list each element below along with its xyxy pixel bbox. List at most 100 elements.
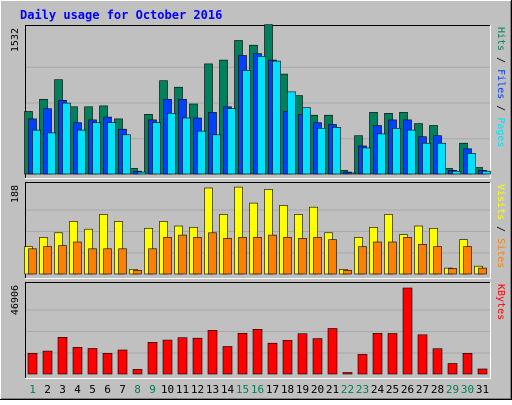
bar-pages-day-19 (302, 107, 311, 175)
bar-pages-day-14 (227, 108, 236, 175)
bar-sites-day-24 (373, 241, 382, 275)
x-tick-label: 15 (236, 383, 249, 396)
bar-sites-day-3 (58, 245, 67, 275)
bar-sites-day-23 (358, 246, 367, 275)
bar-pages-day-24 (377, 133, 386, 175)
bar-pages-day-13 (212, 134, 221, 175)
bar-sites-day-15 (238, 237, 247, 275)
bar-kbytes-day-12 (192, 337, 203, 375)
bar-pages-day-26 (407, 129, 416, 175)
bar-kbytes-day-19 (297, 333, 308, 375)
max-value-label: 1532 (10, 28, 21, 52)
x-tick-label: 19 (296, 383, 309, 396)
x-tick-label: 8 (134, 383, 141, 396)
bar-sites-day-2 (43, 246, 52, 275)
bar-pages-day-4 (77, 129, 86, 175)
x-tick-label: 2 (44, 383, 51, 396)
x-tick-label: 11 (176, 383, 189, 396)
bar-kbytes-day-25 (387, 333, 398, 375)
legend-part: Hits (495, 27, 506, 51)
bar-kbytes-day-10 (162, 339, 173, 375)
bar-sites-day-17 (268, 234, 277, 275)
panel-hits-files-pages: 1532 Hits / Files / Pages (10, 24, 506, 179)
bar-sites-day-16 (253, 237, 262, 275)
bar-pages-day-6 (107, 122, 116, 175)
bar-sites-day-31 (478, 267, 487, 275)
bar-sites-day-7 (118, 248, 127, 275)
x-tick-label: 20 (311, 383, 324, 396)
x-tick-label: 5 (89, 383, 96, 396)
chart-panels: 1532 Hits / Files / Pages 188 Visits / Site… (10, 24, 506, 379)
panel-kbytes: 46906 KBytes (10, 282, 506, 379)
bar-kbytes-day-18 (282, 339, 293, 375)
bar-sites-day-19 (298, 238, 307, 275)
bar-pages-day-23 (362, 147, 371, 175)
x-tick-label: 28 (431, 383, 444, 396)
x-tick-label: 21 (326, 383, 339, 396)
x-tick-label: 23 (356, 383, 369, 396)
x-tick-label: 10 (161, 383, 174, 396)
x-tick-label: 13 (206, 383, 219, 396)
bar-pages-day-3 (62, 102, 71, 175)
bar-kbytes-day-23 (357, 354, 368, 375)
bar-sites-day-10 (163, 237, 172, 275)
bar-pages-day-5 (92, 122, 101, 175)
bar-kbytes-day-7 (117, 349, 128, 375)
bar-kbytes-day-14 (222, 346, 233, 375)
x-tick-label: 14 (221, 383, 235, 396)
x-tick-label: 27 (416, 383, 429, 396)
bar-kbytes-day-4 (72, 347, 83, 375)
bar-pages-day-31 (482, 170, 491, 175)
bar-sites-day-26 (403, 237, 412, 275)
series-pages (32, 56, 491, 175)
bar-sites-day-21 (328, 239, 337, 275)
bar-pages-day-17 (272, 60, 281, 175)
bar-sites-day-20 (313, 237, 322, 275)
bar-sites-day-9 (148, 248, 157, 275)
bar-sites-day-4 (73, 241, 82, 275)
bar-pages-day-15 (242, 70, 251, 175)
bar-kbytes-day-20 (312, 338, 323, 375)
x-tick-label: 22 (341, 383, 354, 396)
bar-sites-day-1 (28, 248, 37, 275)
x-tick-label: 3 (59, 383, 66, 396)
legend-part: Visits (495, 184, 506, 220)
bar-pages-day-7 (122, 134, 131, 175)
bar-sites-day-27 (418, 244, 427, 275)
bar-kbytes-day-2 (42, 350, 53, 375)
x-tick-label: 1 (29, 383, 36, 396)
bar-sites-day-11 (178, 234, 187, 275)
bar-pages-day-21 (332, 127, 341, 175)
x-tick-label: 12 (191, 383, 204, 396)
x-tick-label: 6 (104, 383, 111, 396)
series-legend-label: KBytes (495, 284, 506, 320)
series-sites (28, 232, 487, 275)
bar-pages-day-1 (32, 129, 41, 175)
bar-pages-day-20 (317, 128, 326, 175)
max-value-label: 46906 (10, 285, 21, 315)
x-tick-label: 31 (476, 383, 489, 396)
bar-sites-day-8 (133, 269, 142, 275)
bar-kbytes-day-16 (252, 328, 263, 375)
x-tick-label: 29 (446, 383, 459, 396)
bar-kbytes-day-15 (237, 332, 248, 375)
x-tick-label: 7 (119, 383, 126, 396)
bar-pages-day-12 (197, 130, 206, 175)
bar-kbytes-day-31 (477, 368, 488, 375)
bar-pages-day-22 (347, 172, 356, 175)
x-tick-label: 4 (74, 383, 81, 396)
x-tick-label: 26 (401, 383, 414, 396)
bar-sites-day-30 (463, 246, 472, 275)
bar-sites-day-29 (448, 268, 457, 275)
series-legend-label: Hits / Files / Pages (495, 27, 506, 147)
x-axis-labels: 1 2 3 4 5 6 7 8 9 10 11 12 13 14 15 16 17 18 19 20 21 22 23 24 2… (29, 383, 489, 396)
bar-kbytes-day-11 (177, 337, 188, 375)
bar-kbytes-day-17 (267, 342, 278, 375)
bar-sites-day-28 (433, 246, 442, 275)
bar-kbytes-day-6 (102, 352, 113, 375)
legend-part: / (495, 99, 506, 117)
x-tick-label: 16 (251, 383, 264, 396)
legend-part: KBytes (495, 284, 506, 320)
bar-kbytes-day-1 (27, 352, 38, 375)
